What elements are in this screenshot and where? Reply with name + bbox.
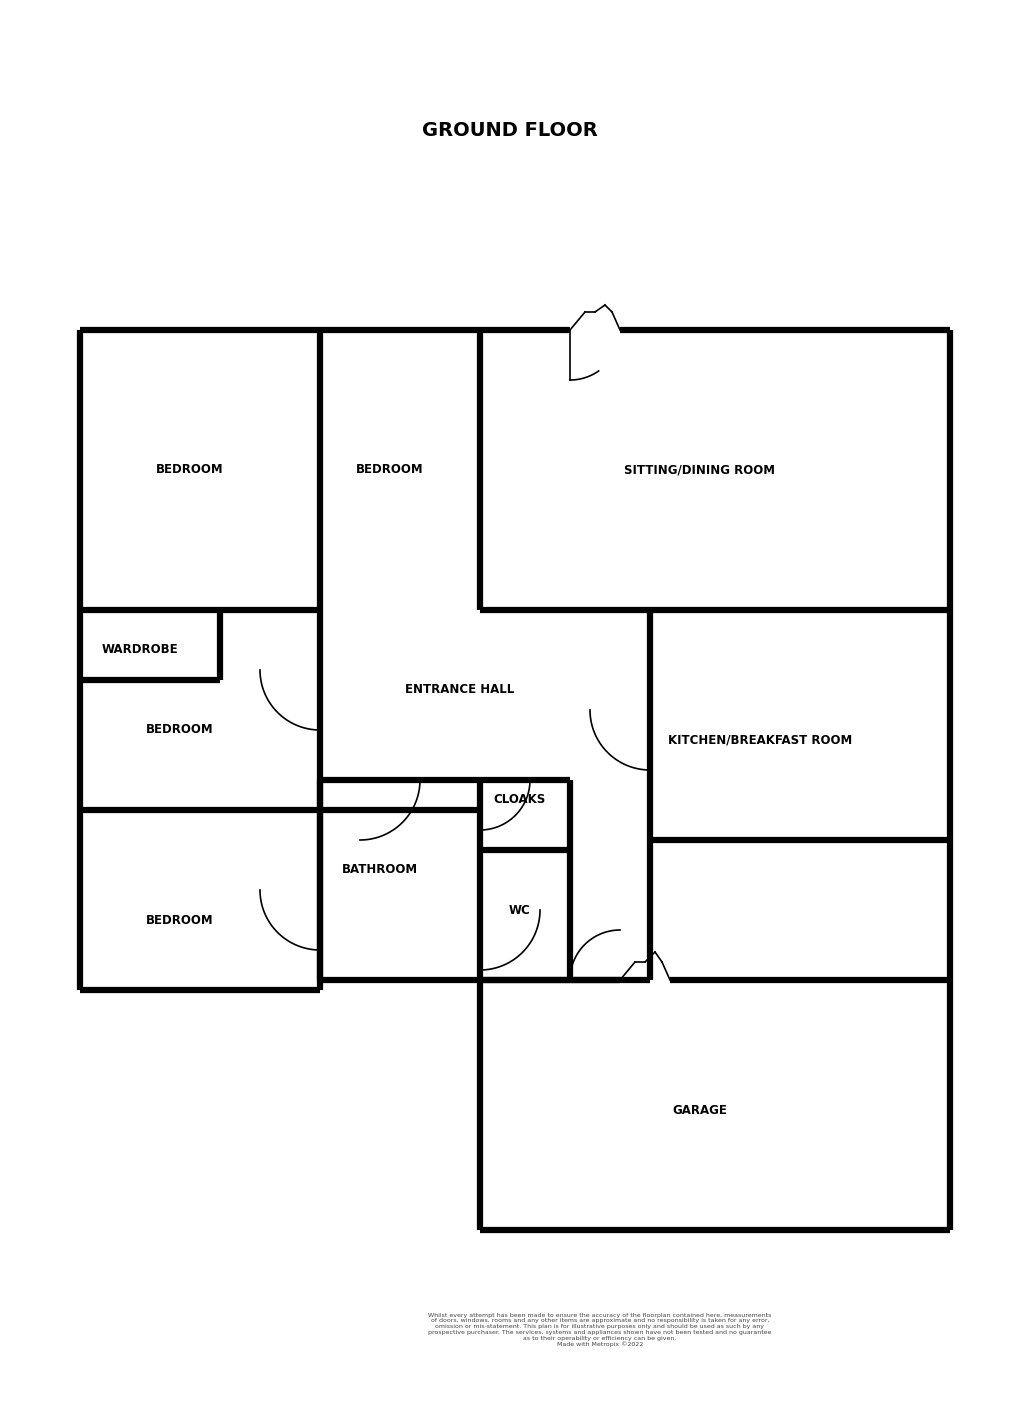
- Text: BEDROOM: BEDROOM: [356, 464, 424, 477]
- Text: CLOAKS: CLOAKS: [493, 794, 545, 807]
- Text: KITCHEN/BREAKFAST ROOM: KITCHEN/BREAKFAST ROOM: [667, 733, 851, 746]
- Text: GROUND FLOOR: GROUND FLOOR: [422, 120, 597, 140]
- Text: SITTING/DINING ROOM: SITTING/DINING ROOM: [624, 464, 774, 477]
- Text: WC: WC: [508, 904, 530, 917]
- Text: BATHROOM: BATHROOM: [341, 863, 418, 877]
- Text: Whilst every attempt has been made to ensure the accuracy of the floorplan conta: Whilst every attempt has been made to en…: [428, 1313, 771, 1348]
- Text: WARDROBE: WARDROBE: [102, 643, 178, 657]
- Text: GARAGE: GARAGE: [672, 1104, 727, 1117]
- Text: BEDROOM: BEDROOM: [146, 914, 214, 926]
- Text: BEDROOM: BEDROOM: [146, 723, 214, 736]
- Text: ENTRANCE HALL: ENTRANCE HALL: [405, 684, 515, 697]
- Text: BEDROOM: BEDROOM: [156, 464, 223, 477]
